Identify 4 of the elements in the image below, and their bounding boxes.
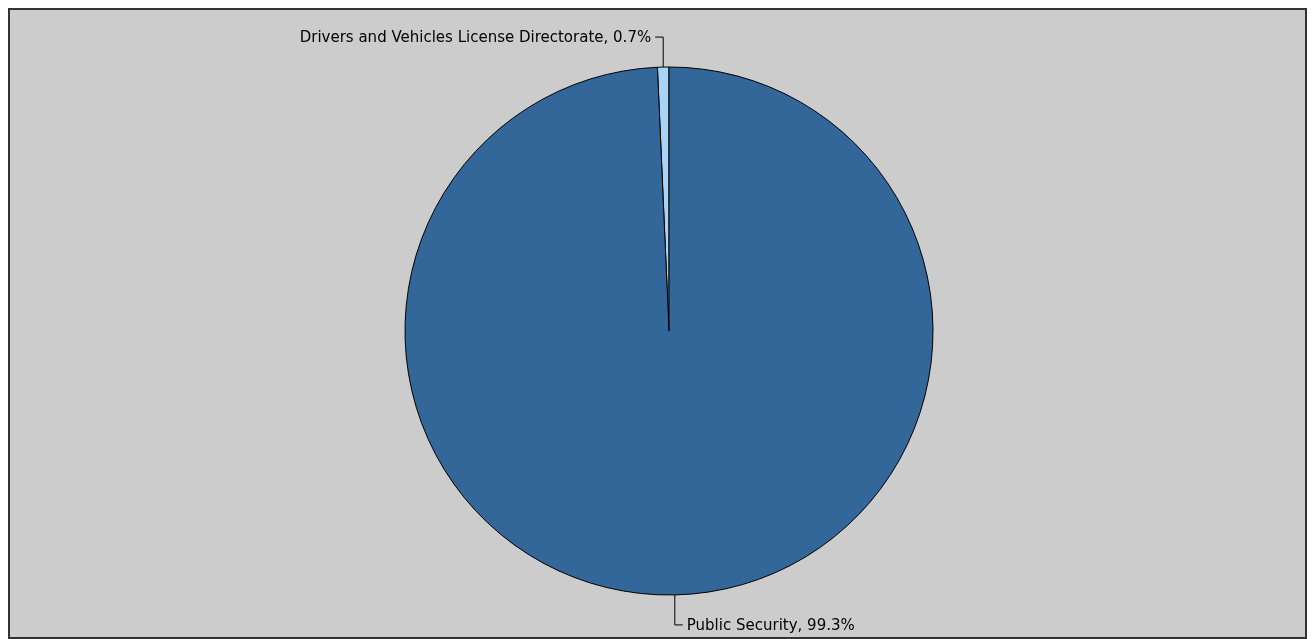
data-label: , 99.3% xyxy=(797,615,855,634)
slice-label: Public Security xyxy=(686,615,798,634)
data-label: , 0.7% xyxy=(603,28,652,47)
slice-label: Drivers and Vehicles License Directorate xyxy=(299,28,604,47)
